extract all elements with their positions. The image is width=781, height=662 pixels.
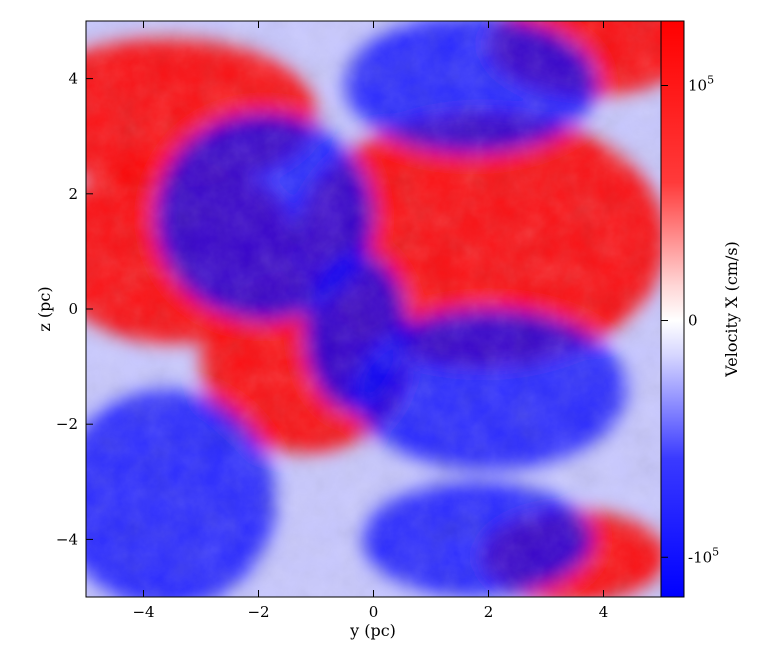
colorbar-tick-label: 105 [688,74,714,95]
x-tick-label: −4 [132,603,154,621]
colorbar-gradient [660,20,685,598]
colorbar-tick-label: 0 [688,312,698,330]
colorbar-tick-label: -105 [688,545,719,566]
x-axis: −4 −2 0 2 4 [132,21,608,621]
colorbar: 105 0 -105 Velocity X (cm/s) [660,20,741,598]
heatmap-plot-area [86,21,661,597]
y-axis: −4 −2 0 2 4 [56,70,93,548]
x-tick-label: 2 [484,603,494,621]
x-tick-label: 0 [369,603,379,621]
y-axis-label: z (pc) [35,286,54,331]
y-tick-label: −4 [56,530,78,548]
y-tick-label: −2 [56,415,78,433]
y-tick-label: 2 [68,185,78,203]
y-tick-label: 0 [68,300,78,318]
colorbar-label: Velocity X (cm/s) [722,241,741,378]
turbulence-texture [86,21,661,597]
y-tick-label: 4 [68,70,78,88]
x-tick-label: 4 [599,603,609,621]
x-tick-label: −2 [247,603,269,621]
x-axis-label: y (pc) [349,621,396,640]
